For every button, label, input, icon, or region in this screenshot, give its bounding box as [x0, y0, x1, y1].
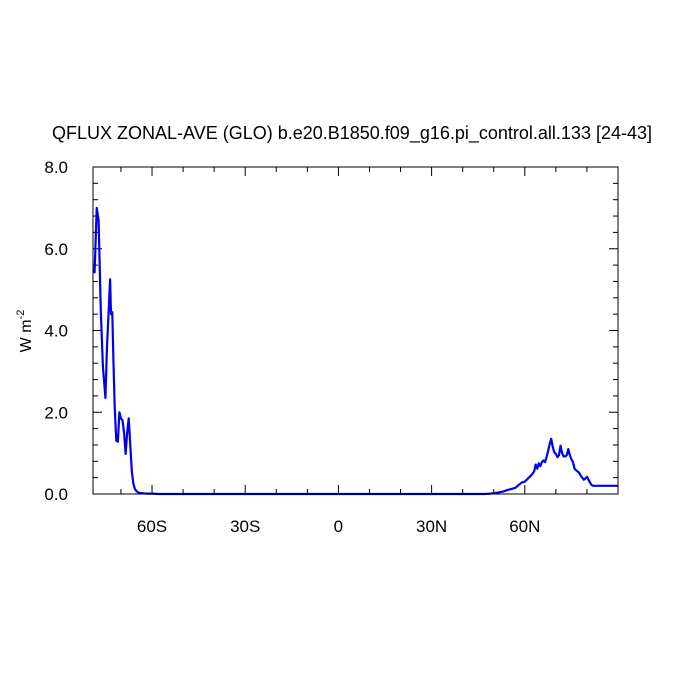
x-tick-label: 30N — [416, 517, 447, 536]
x-tick-label: 60N — [509, 517, 540, 536]
y-tick-label: 2.0 — [44, 403, 68, 422]
y-axis-label-superscript: -2 — [15, 310, 27, 320]
y-tick-label: 0.0 — [44, 485, 68, 504]
y-axis-label-main: W m — [18, 319, 35, 352]
x-tick-label: 60S — [137, 517, 167, 536]
y-axis-label: W m-2 — [15, 310, 35, 353]
axis-tick-labels: 60S 30S 0 30N 60N 0.0 2.0 4.0 6.0 8.0 — [44, 158, 540, 536]
axis-ticks — [93, 166, 618, 495]
x-tick-label: 0 — [334, 517, 343, 536]
plot-frame — [92, 166, 619, 495]
y-tick-label: 4.0 — [44, 322, 68, 341]
qflux-series-line — [93, 206, 618, 496]
x-tick-label: 30S — [230, 517, 260, 536]
y-tick-label: 6.0 — [44, 240, 68, 259]
y-tick-label: 8.0 — [44, 158, 68, 177]
chart-title: QFLUX ZONAL-AVE (GLO) b.e20.B1850.f09_g1… — [52, 123, 652, 144]
